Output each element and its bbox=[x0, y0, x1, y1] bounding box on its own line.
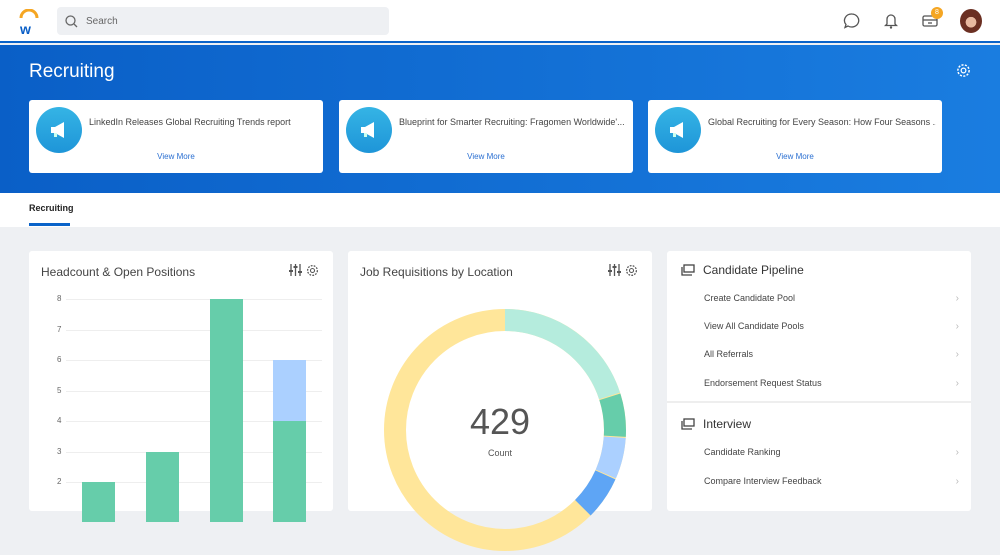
view-more-link[interactable]: View More bbox=[157, 152, 195, 161]
avatar[interactable] bbox=[960, 9, 982, 33]
chevron-right-icon: › bbox=[955, 293, 959, 304]
gear-icon[interactable] bbox=[956, 63, 971, 78]
gear-icon[interactable] bbox=[306, 264, 319, 277]
chevron-right-icon: › bbox=[955, 321, 959, 332]
donut-total-label: Count bbox=[487, 448, 513, 458]
megaphone-icon bbox=[36, 107, 82, 153]
announcement-card[interactable]: Blueprint for Smarter Recruiting: Fragom… bbox=[339, 100, 633, 173]
headcount-panel: Headcount & Open Positions 8 7 6 5 4 3 2 bbox=[29, 251, 333, 522]
list-item[interactable]: Create Candidate Pool › bbox=[704, 293, 959, 304]
bar-headcount[interactable] bbox=[273, 421, 306, 522]
megaphone-icon bbox=[346, 107, 392, 153]
view-more-link[interactable]: View More bbox=[467, 152, 505, 161]
donut-total: 429 bbox=[469, 401, 531, 442]
panel-title: Headcount & Open Positions bbox=[41, 265, 196, 279]
section-header: Candidate Pipeline bbox=[681, 263, 804, 277]
tab-bar: Recruiting bbox=[0, 193, 1000, 227]
search-placeholder: Search bbox=[86, 15, 118, 27]
list-item[interactable]: Compare Interview Feedback › bbox=[704, 476, 959, 487]
active-tab-indicator bbox=[29, 223, 70, 226]
section-header: Interview bbox=[681, 417, 751, 431]
bar-open-positions[interactable] bbox=[273, 360, 306, 421]
chevron-right-icon: › bbox=[955, 476, 959, 487]
bell-icon[interactable] bbox=[884, 12, 898, 29]
divider bbox=[667, 401, 971, 403]
svg-text:w: w bbox=[19, 21, 31, 35]
job-requisitions-panel: Job Requisitions by Location 429 Count bbox=[348, 251, 652, 551]
inbox-icon[interactable] bbox=[922, 15, 938, 27]
megaphone-icon bbox=[655, 107, 701, 153]
card-title: Blueprint for Smarter Recruiting: Fragom… bbox=[399, 117, 625, 127]
bar-headcount[interactable] bbox=[82, 482, 115, 522]
bar-headcount[interactable] bbox=[146, 452, 179, 522]
list-item[interactable]: Endorsement Request Status › bbox=[704, 378, 959, 389]
view-more-link[interactable]: View More bbox=[776, 152, 814, 161]
tab-recruiting[interactable]: Recruiting bbox=[29, 203, 74, 213]
section-title: Interview bbox=[703, 417, 752, 431]
worklet-icon bbox=[681, 264, 695, 276]
top-bar: w Search 8 bbox=[0, 0, 1000, 43]
chevron-right-icon: › bbox=[955, 349, 959, 360]
notification-badge: 8 bbox=[931, 7, 943, 19]
bar-headcount[interactable] bbox=[210, 299, 243, 522]
hero-banner: Recruiting LinkedIn Releases Global Recr… bbox=[0, 45, 1000, 193]
list-item[interactable]: All Referrals › bbox=[704, 349, 959, 360]
gear-icon[interactable] bbox=[625, 264, 638, 277]
panel-title: Job Requisitions by Location bbox=[360, 265, 513, 279]
page-title: Recruiting bbox=[29, 61, 115, 82]
candidate-pipeline-panel: Candidate Pipeline Create Candidate Pool… bbox=[667, 251, 971, 511]
workday-logo[interactable]: w bbox=[18, 9, 40, 35]
worklet-icon bbox=[681, 418, 695, 430]
filter-sliders-icon[interactable] bbox=[608, 264, 621, 276]
chevron-right-icon: › bbox=[955, 447, 959, 458]
announcement-card[interactable]: Global Recruiting for Every Season: How … bbox=[648, 100, 942, 173]
search-input[interactable]: Search bbox=[57, 7, 389, 35]
chat-icon[interactable] bbox=[843, 12, 861, 30]
search-icon bbox=[65, 14, 78, 27]
chevron-right-icon: › bbox=[955, 378, 959, 389]
filter-sliders-icon[interactable] bbox=[289, 264, 302, 276]
section-title: Candidate Pipeline bbox=[703, 263, 804, 277]
announcement-card[interactable]: LinkedIn Releases Global Recruiting Tren… bbox=[29, 100, 323, 173]
card-title: LinkedIn Releases Global Recruiting Tren… bbox=[89, 117, 291, 127]
card-title: Global Recruiting for Every Season: How … bbox=[708, 117, 936, 127]
list-item[interactable]: Candidate Ranking › bbox=[704, 447, 959, 458]
list-item[interactable]: View All Candidate Pools › bbox=[704, 321, 959, 332]
